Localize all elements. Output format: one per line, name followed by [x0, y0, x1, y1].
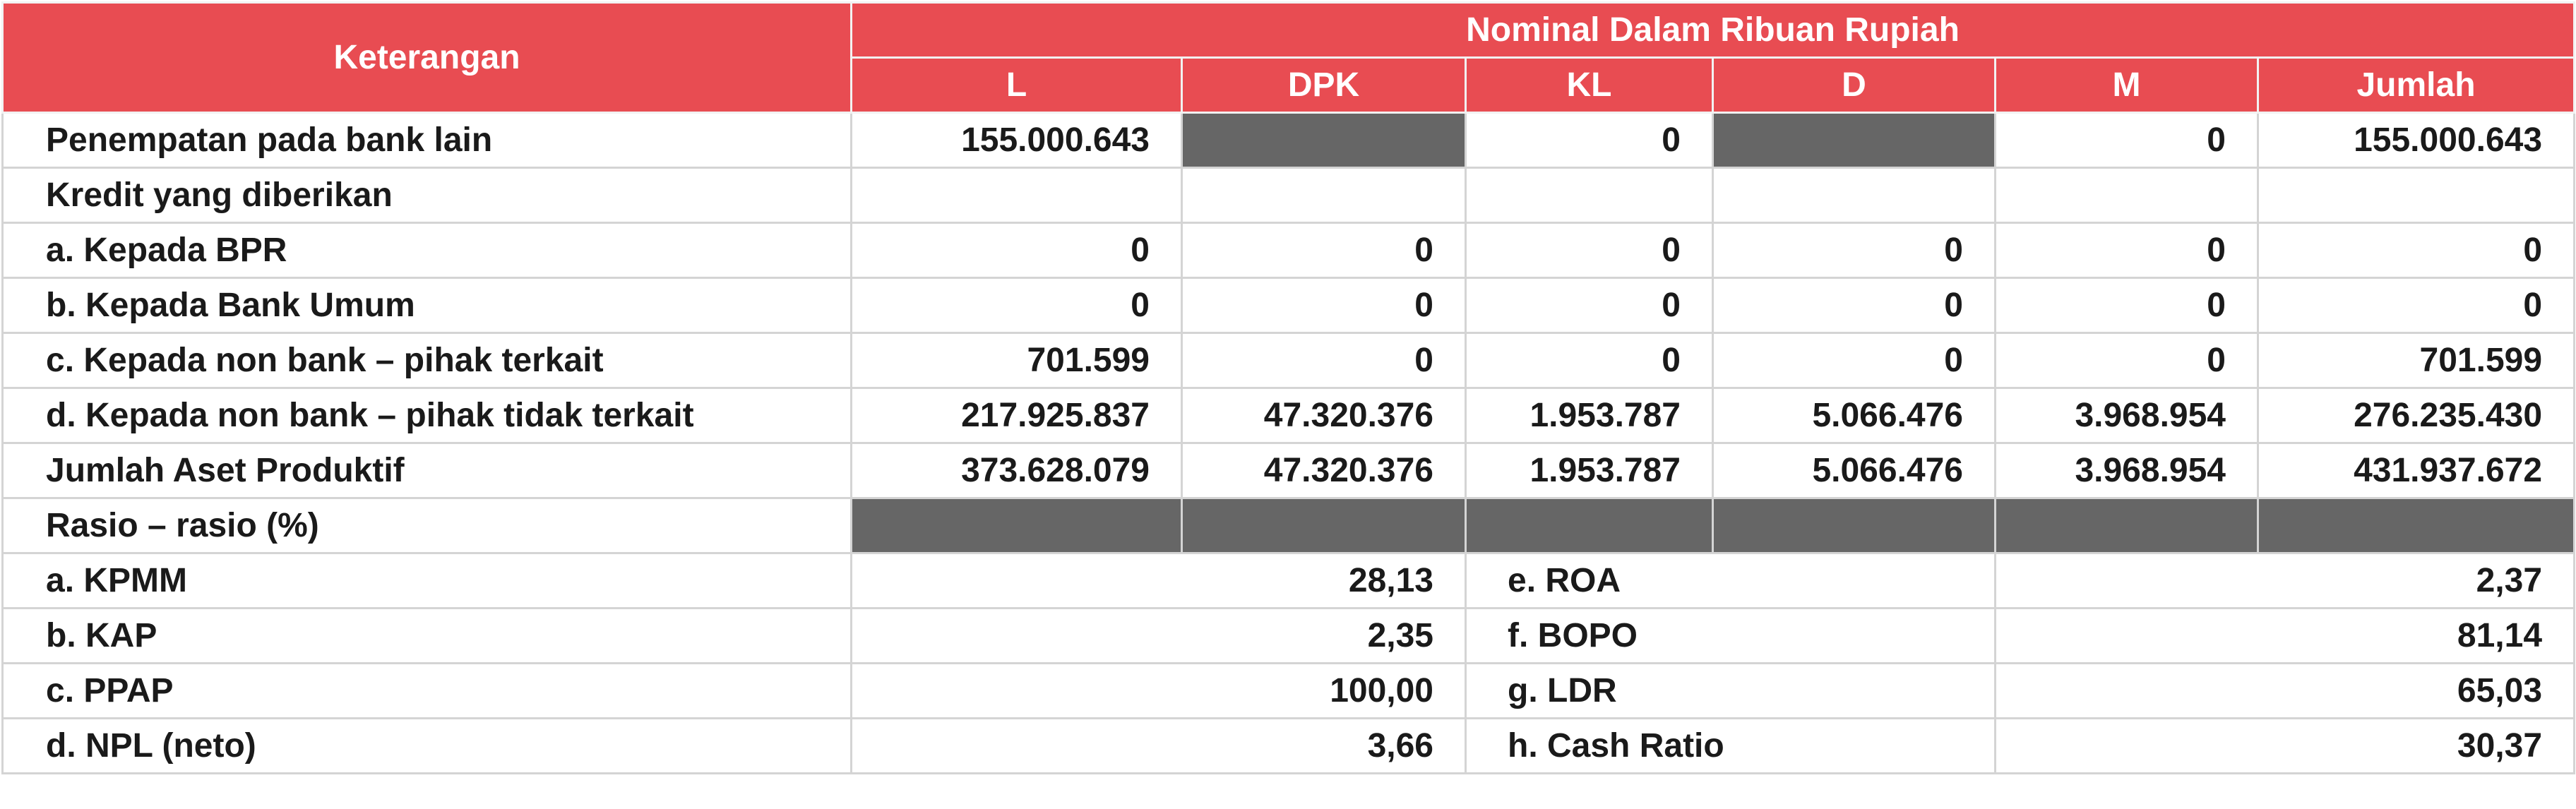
row-kredit-heading: Kredit yang diberikan — [1, 167, 2576, 224]
cell-empty — [1712, 167, 1996, 224]
header-nominal: Nominal Dalam Ribuan Rupiah — [849, 1, 2576, 59]
row-jumlah-aset: Jumlah Aset Produktif 373.628.079 47.320… — [1, 442, 2576, 499]
cell-jumlah: 276.235.430 — [2256, 387, 2576, 444]
cell-shaded — [1994, 497, 2259, 554]
cell-jumlah: 0 — [2256, 222, 2576, 279]
row-kredit-terkait: c. Kepada non bank – pihak terkait 701.5… — [1, 332, 2576, 389]
cell-empty — [850, 167, 1183, 224]
row-kredit-bank-umum: b. Kepada Bank Umum 0 0 0 0 0 0 — [1, 277, 2576, 334]
ratio-right-label: e. ROA — [1465, 552, 1996, 609]
cell-d: 5.066.476 — [1712, 387, 1996, 444]
ratio-right-value: 2,37 — [1993, 552, 2576, 609]
cell-shaded — [2256, 497, 2576, 554]
ratio-left-value: 100,00 — [850, 662, 1467, 719]
cell-d: 0 — [1712, 277, 1996, 334]
header-row-top: Keterangan Nominal Dalam Ribuan Rupiah — [1, 1, 2576, 114]
row-label: Kredit yang diberikan — [1, 167, 852, 224]
cell-jumlah: 0 — [2256, 277, 2576, 334]
cell-l: 217.925.837 — [850, 387, 1183, 444]
header-col-dpk: DPK — [1181, 56, 1467, 114]
header-row-columns: L DPK KL D M Jumlah — [3, 56, 2576, 114]
cell-m: 0 — [1994, 332, 2259, 389]
cell-dpk: 0 — [1181, 277, 1467, 334]
cell-m: 3.968.954 — [1994, 387, 2259, 444]
cell-kl: 0 — [1465, 277, 1714, 334]
ratio-left-label: d. NPL (neto) — [1, 717, 852, 774]
asset-quality-table: Keterangan Nominal Dalam Ribuan Rupiah L… — [1, 1, 2576, 774]
cell-shaded — [1181, 112, 1467, 169]
cell-d: 0 — [1712, 332, 1996, 389]
ratio-left-label: b. KAP — [1, 607, 852, 664]
row-label: Jumlah Aset Produktif — [1, 442, 852, 499]
cell-empty — [2256, 167, 2576, 224]
row-rasio-4: d. NPL (neto) 3,66 h. Cash Ratio 30,37 — [1, 717, 2576, 774]
header-col-kl: KL — [1465, 56, 1714, 114]
header-col-jumlah: Jumlah — [2256, 56, 2576, 114]
row-label: d. Kepada non bank – pihak tidak terkait — [1, 387, 852, 444]
cell-dpk: 0 — [1181, 222, 1467, 279]
row-rasio-3: c. PPAP 100,00 g. LDR 65,03 — [1, 662, 2576, 719]
cell-m: 3.968.954 — [1994, 442, 2259, 499]
row-label: c. Kepada non bank – pihak terkait — [1, 332, 852, 389]
cell-d: 5.066.476 — [1712, 442, 1996, 499]
ratio-left-value: 3,66 — [850, 717, 1467, 774]
header-col-d: D — [1712, 56, 1996, 114]
row-label: a. Kepada BPR — [1, 222, 852, 279]
header-col-l: L — [850, 56, 1183, 114]
cell-jumlah: 431.937.672 — [2256, 442, 2576, 499]
row-rasio-1: a. KPMM 28,13 e. ROA 2,37 — [1, 552, 2576, 609]
cell-jumlah: 155.000.643 — [2256, 112, 2576, 169]
cell-kl: 0 — [1465, 112, 1714, 169]
cell-l: 0 — [850, 277, 1183, 334]
row-rasio-heading: Rasio – rasio (%) — [1, 497, 2576, 554]
row-label: Rasio – rasio (%) — [1, 497, 852, 554]
cell-l: 155.000.643 — [850, 112, 1183, 169]
ratio-left-label: c. PPAP — [1, 662, 852, 719]
cell-dpk: 47.320.376 — [1181, 387, 1467, 444]
ratio-right-value: 81,14 — [1993, 607, 2576, 664]
cell-empty — [1465, 167, 1714, 224]
cell-l: 373.628.079 — [850, 442, 1183, 499]
ratio-right-value: 65,03 — [1993, 662, 2576, 719]
cell-kl: 1.953.787 — [1465, 387, 1714, 444]
row-rasio-2: b. KAP 2,35 f. BOPO 81,14 — [1, 607, 2576, 664]
header-col-m: M — [1994, 56, 2259, 114]
cell-dpk: 47.320.376 — [1181, 442, 1467, 499]
cell-l: 0 — [850, 222, 1183, 279]
cell-shaded — [1712, 497, 1996, 554]
row-kredit-tidak-terkait: d. Kepada non bank – pihak tidak terkait… — [1, 387, 2576, 444]
ratio-left-value: 28,13 — [850, 552, 1467, 609]
cell-kl: 1.953.787 — [1465, 442, 1714, 499]
header-keterangan: Keterangan — [1, 1, 852, 114]
cell-shaded — [1712, 112, 1996, 169]
ratio-right-value: 30,37 — [1993, 717, 2576, 774]
cell-m: 0 — [1994, 222, 2259, 279]
cell-m: 0 — [1994, 277, 2259, 334]
cell-shaded — [850, 497, 1183, 554]
cell-l: 701.599 — [850, 332, 1183, 389]
cell-jumlah: 701.599 — [2256, 332, 2576, 389]
ratio-right-label: g. LDR — [1465, 662, 1996, 719]
ratio-left-label: a. KPMM — [1, 552, 852, 609]
cell-shaded — [1181, 497, 1467, 554]
cell-shaded — [1465, 497, 1714, 554]
row-label: Penempatan pada bank lain — [1, 112, 852, 169]
cell-dpk: 0 — [1181, 332, 1467, 389]
row-kredit-bpr: a. Kepada BPR 0 0 0 0 0 0 — [1, 222, 2576, 279]
cell-empty — [1181, 167, 1467, 224]
cell-kl: 0 — [1465, 222, 1714, 279]
ratio-right-label: h. Cash Ratio — [1465, 717, 1996, 774]
cell-kl: 0 — [1465, 332, 1714, 389]
row-label: b. Kepada Bank Umum — [1, 277, 852, 334]
ratio-left-value: 2,35 — [850, 607, 1467, 664]
cell-empty — [1994, 167, 2259, 224]
cell-m: 0 — [1994, 112, 2259, 169]
row-penempatan: Penempatan pada bank lain 155.000.643 0 … — [1, 112, 2576, 169]
cell-d: 0 — [1712, 222, 1996, 279]
ratio-right-label: f. BOPO — [1465, 607, 1996, 664]
